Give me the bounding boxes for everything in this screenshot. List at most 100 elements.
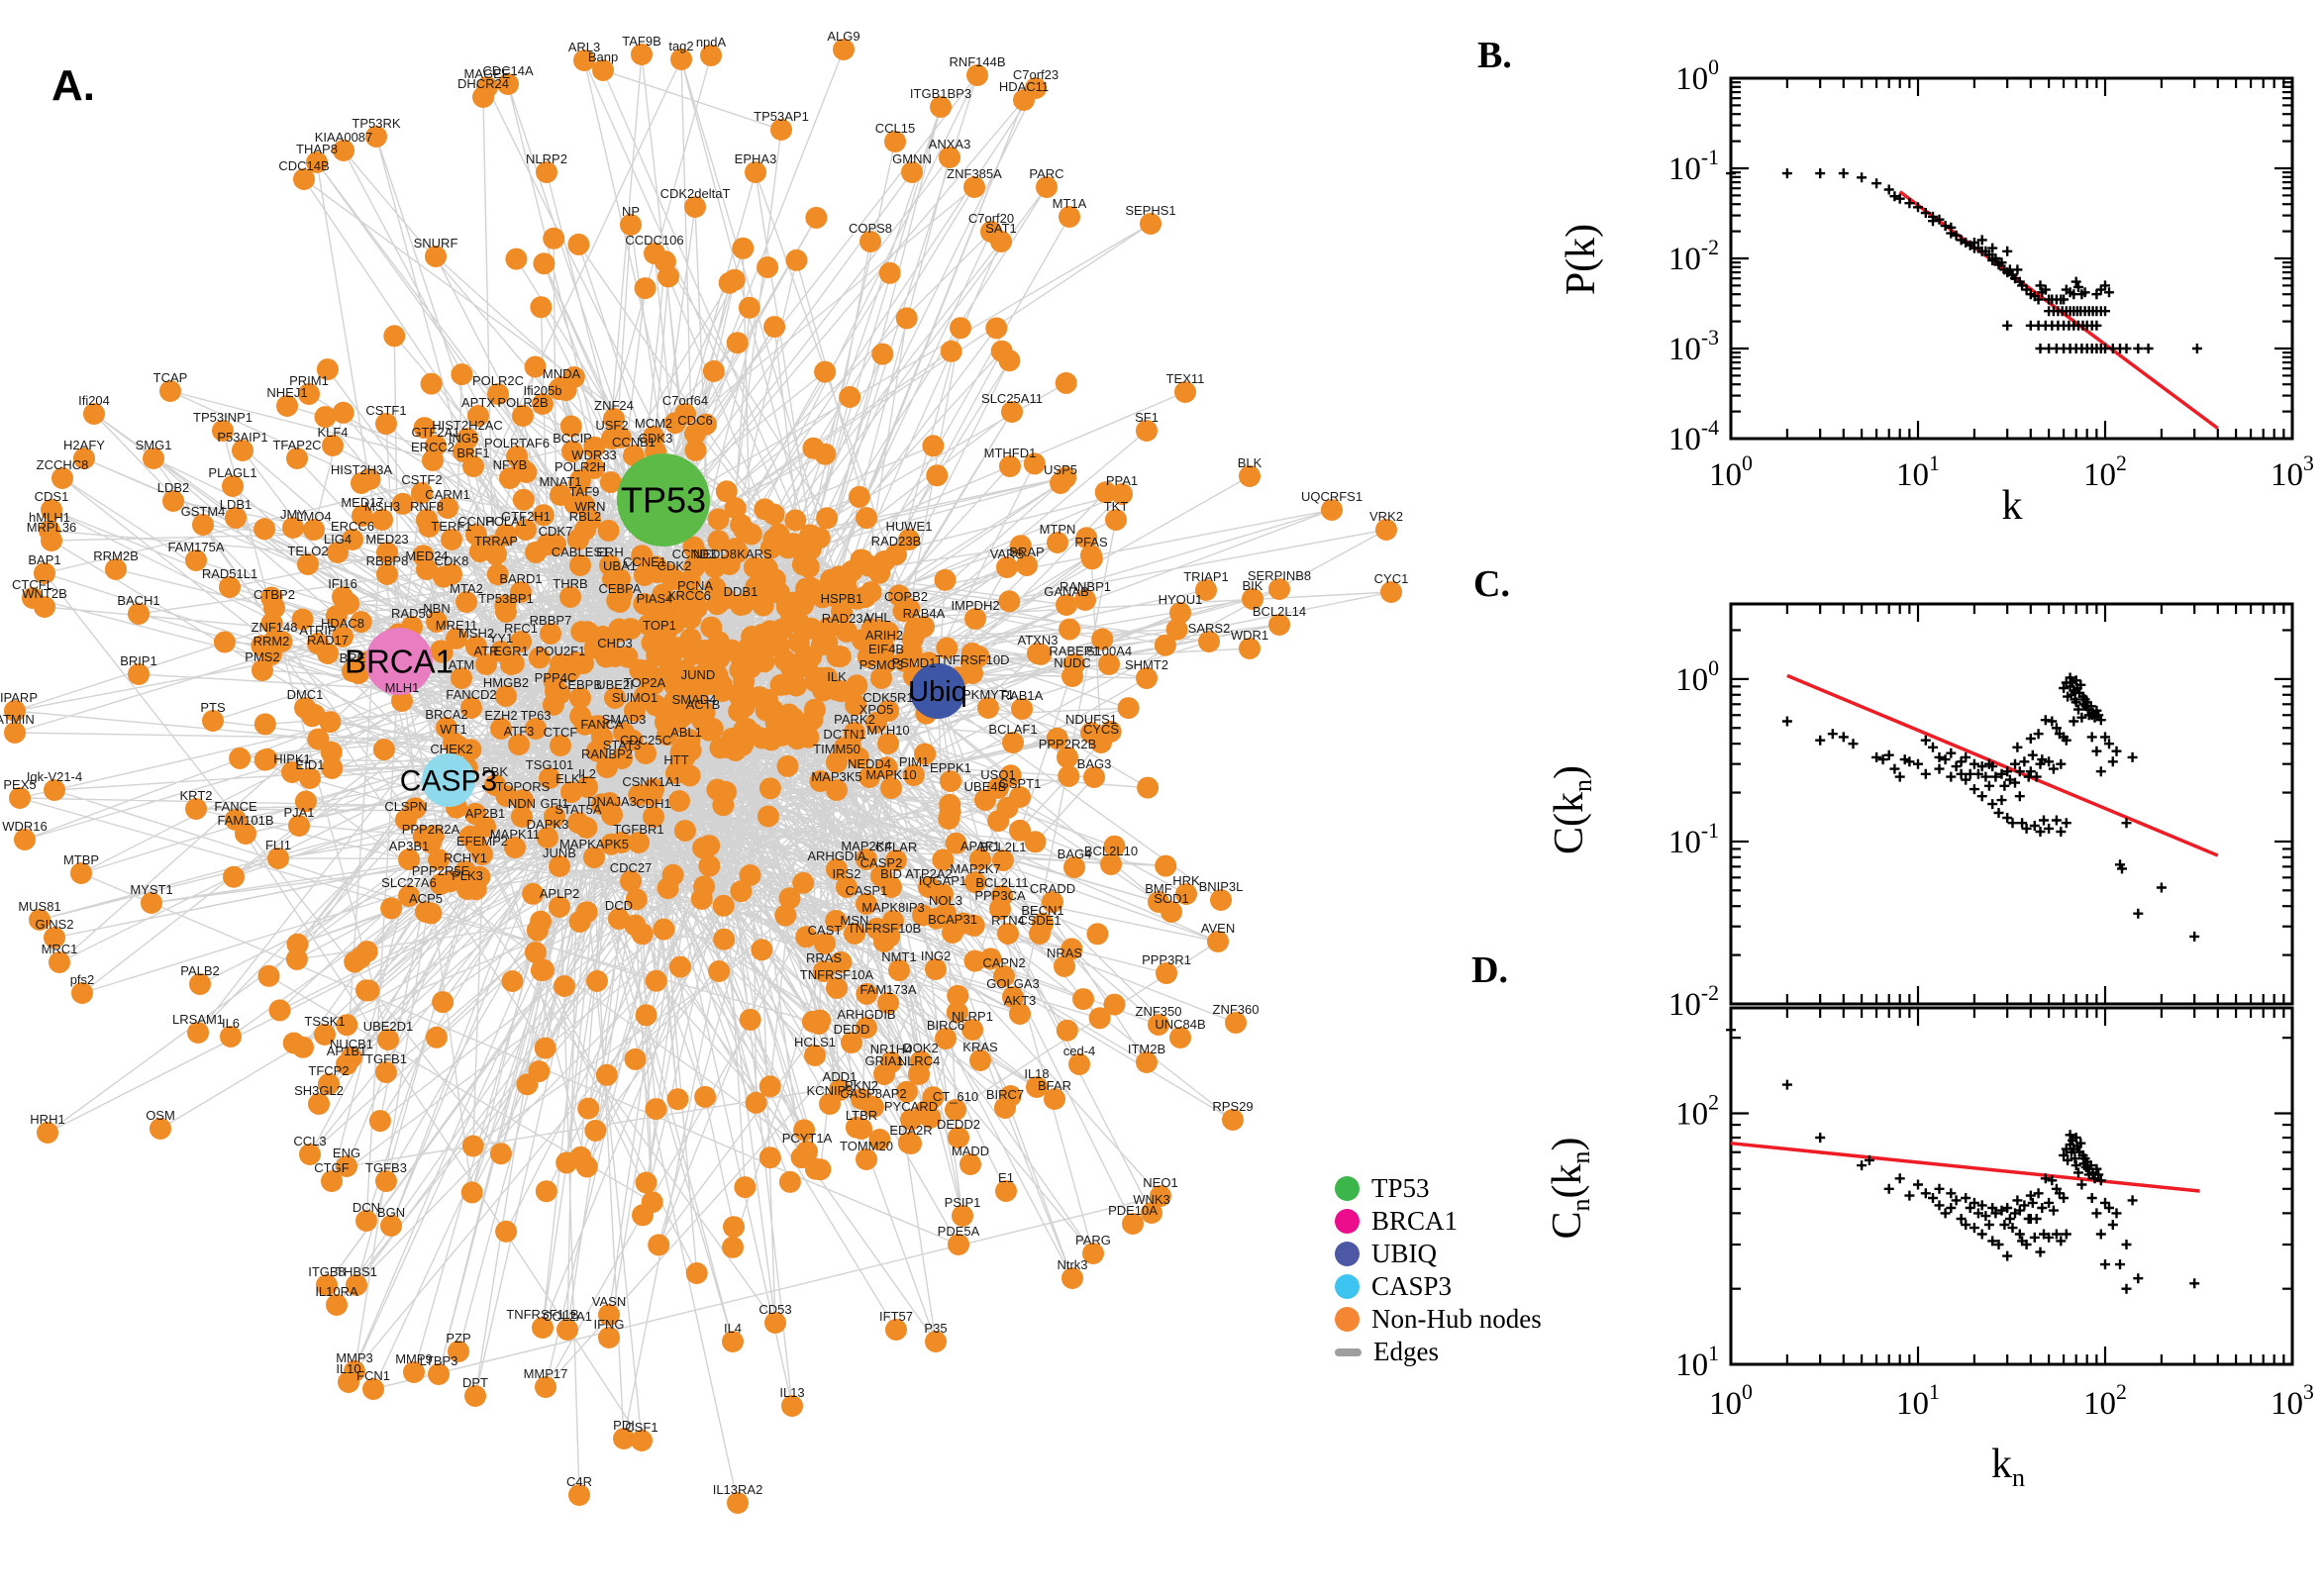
node-label: TOP1 bbox=[643, 618, 676, 633]
axis-tick-label: 103 bbox=[2271, 451, 2314, 493]
node-label: PLAGL1 bbox=[208, 465, 256, 480]
node-label: PARG bbox=[1075, 1233, 1111, 1247]
node-label: ING5 bbox=[449, 431, 478, 446]
node-label: ATR bbox=[473, 644, 498, 658]
node-label: NMT1 bbox=[881, 949, 916, 964]
node-label: DAPK3 bbox=[527, 817, 569, 832]
node-label: MTHFD1 bbox=[984, 446, 1037, 460]
node-label: C7orf20 bbox=[968, 211, 1014, 226]
axis-tick-label: 102 bbox=[2083, 451, 2127, 493]
node-label: C7orf23 bbox=[1013, 67, 1059, 82]
node-label: OSM bbox=[146, 1108, 175, 1123]
node-label: BIRC7 bbox=[986, 1087, 1024, 1102]
node-label: TSG101 bbox=[526, 757, 573, 772]
node-label: CD53 bbox=[758, 1302, 791, 1317]
node-label: Ifi205b bbox=[523, 383, 561, 398]
node-label: HUWE1 bbox=[886, 519, 933, 534]
node-label: PPP3R1 bbox=[1142, 952, 1191, 967]
node-label: MTBP bbox=[63, 852, 99, 867]
node-label: NLRP2 bbox=[526, 151, 567, 166]
node-label: USF2 bbox=[595, 418, 628, 433]
node-label: CTCFL bbox=[12, 577, 53, 592]
node-label: CCNE1 bbox=[623, 554, 666, 569]
node-label: NLRP1 bbox=[952, 1009, 993, 1024]
node-label: WDR16 bbox=[2, 819, 48, 834]
node-label: CSTF1 bbox=[365, 403, 406, 418]
node-label: NEDD4 bbox=[848, 756, 891, 771]
node-label: EDA2R bbox=[889, 1123, 932, 1138]
node-label: DMC1 bbox=[287, 687, 324, 702]
node-label: TEX11 bbox=[1166, 371, 1205, 386]
node-label: TERF1 bbox=[431, 519, 471, 534]
node-label: VARS bbox=[990, 547, 1025, 561]
node-label: UBE2I bbox=[596, 677, 634, 692]
node-label: CDK3 bbox=[639, 431, 673, 446]
legend-item-casp3: CASP3 bbox=[1335, 1270, 1542, 1303]
node-label: FAM175A bbox=[167, 540, 224, 554]
node-label: MSN bbox=[841, 913, 869, 928]
node-label: BRAP bbox=[1009, 545, 1044, 559]
axis-tick-label: 100 bbox=[1675, 55, 1719, 97]
node-label: ACP5 bbox=[409, 891, 443, 906]
node-label: TOPORS bbox=[496, 779, 551, 794]
node-label: PDE10A bbox=[1108, 1203, 1158, 1218]
node-label: DEDD2 bbox=[937, 1117, 980, 1132]
node-label: RAD51L1 bbox=[202, 566, 257, 581]
node-label: PALB2 bbox=[180, 963, 220, 978]
panel-label-a: A. bbox=[51, 61, 95, 110]
node-label: BACH1 bbox=[117, 593, 159, 608]
node-label: SMG1 bbox=[136, 438, 172, 452]
node-label: CEBPA bbox=[598, 581, 641, 596]
axis-tick-label: 10-2 bbox=[1668, 236, 1719, 277]
node-label: TGFB1 bbox=[365, 1051, 407, 1066]
hub-node-brca1 bbox=[365, 628, 433, 695]
node-label: ING2 bbox=[921, 948, 951, 963]
node-label: ITGB1BP3 bbox=[910, 86, 971, 101]
node-label: AP2B1 bbox=[465, 806, 505, 821]
node-label: CRADD bbox=[1030, 881, 1075, 896]
node-label: CYCS bbox=[1083, 722, 1119, 737]
node-label: PKN2 bbox=[845, 1078, 878, 1093]
node-label: EFEMP2 bbox=[456, 834, 508, 848]
protein-network-panel: ARL3 Banp TAF9B tag2 npdA MAGEE CDC14A DHCR24 TP… bbox=[0, 29, 1408, 1514]
node-label: tag2 bbox=[668, 39, 693, 53]
axis-tick-label: 100 bbox=[1709, 451, 1753, 493]
node-label: NUDC bbox=[1054, 655, 1091, 670]
node-label: RANBP2 bbox=[581, 747, 633, 761]
node-label: DCTN1 bbox=[823, 727, 865, 742]
node-label: DCN bbox=[353, 1200, 380, 1215]
node-label: BCAP31 bbox=[928, 912, 977, 927]
node-label: UQCRFS1 bbox=[1301, 489, 1363, 504]
node-label: CHD3 bbox=[597, 636, 632, 650]
node-label: IL13 bbox=[779, 1385, 804, 1400]
node-label: EIF4B bbox=[868, 642, 904, 656]
node-label: PYCARD bbox=[884, 1099, 938, 1114]
node-label: BIK bbox=[1243, 578, 1263, 593]
node-label: AP3B1 bbox=[389, 839, 429, 853]
node-label: EGR1 bbox=[493, 644, 528, 658]
node-label: GOLGA3 bbox=[986, 976, 1039, 991]
node-label: HDAC8 bbox=[321, 616, 364, 631]
axis-tick-label: 100 bbox=[1675, 656, 1719, 698]
scatter-points bbox=[1781, 672, 2200, 942]
node-label: MADD bbox=[952, 1144, 989, 1158]
node-label: ATM bbox=[449, 657, 474, 672]
node-label: WDR1 bbox=[1231, 628, 1268, 643]
node-label: IL6 bbox=[222, 1016, 240, 1031]
axis-tick-label: 102 bbox=[1675, 1091, 1719, 1133]
node-label: JMY bbox=[280, 507, 306, 522]
node-label: CCDC106 bbox=[625, 233, 683, 248]
node-label: THBS1 bbox=[336, 1264, 377, 1279]
node-label: MAP2K4 bbox=[841, 839, 891, 853]
node-label: AVEN bbox=[1201, 921, 1235, 936]
node-label: TP53BP1 bbox=[478, 591, 534, 606]
node-label: CDK5R1 bbox=[862, 690, 913, 705]
axis-tick-label: 101 bbox=[1896, 451, 1940, 493]
node-label: NDN bbox=[508, 796, 536, 811]
node-label: CDH1 bbox=[636, 796, 670, 811]
node-label: HRH1 bbox=[30, 1112, 64, 1127]
node-label: SUMO1 bbox=[612, 690, 657, 705]
